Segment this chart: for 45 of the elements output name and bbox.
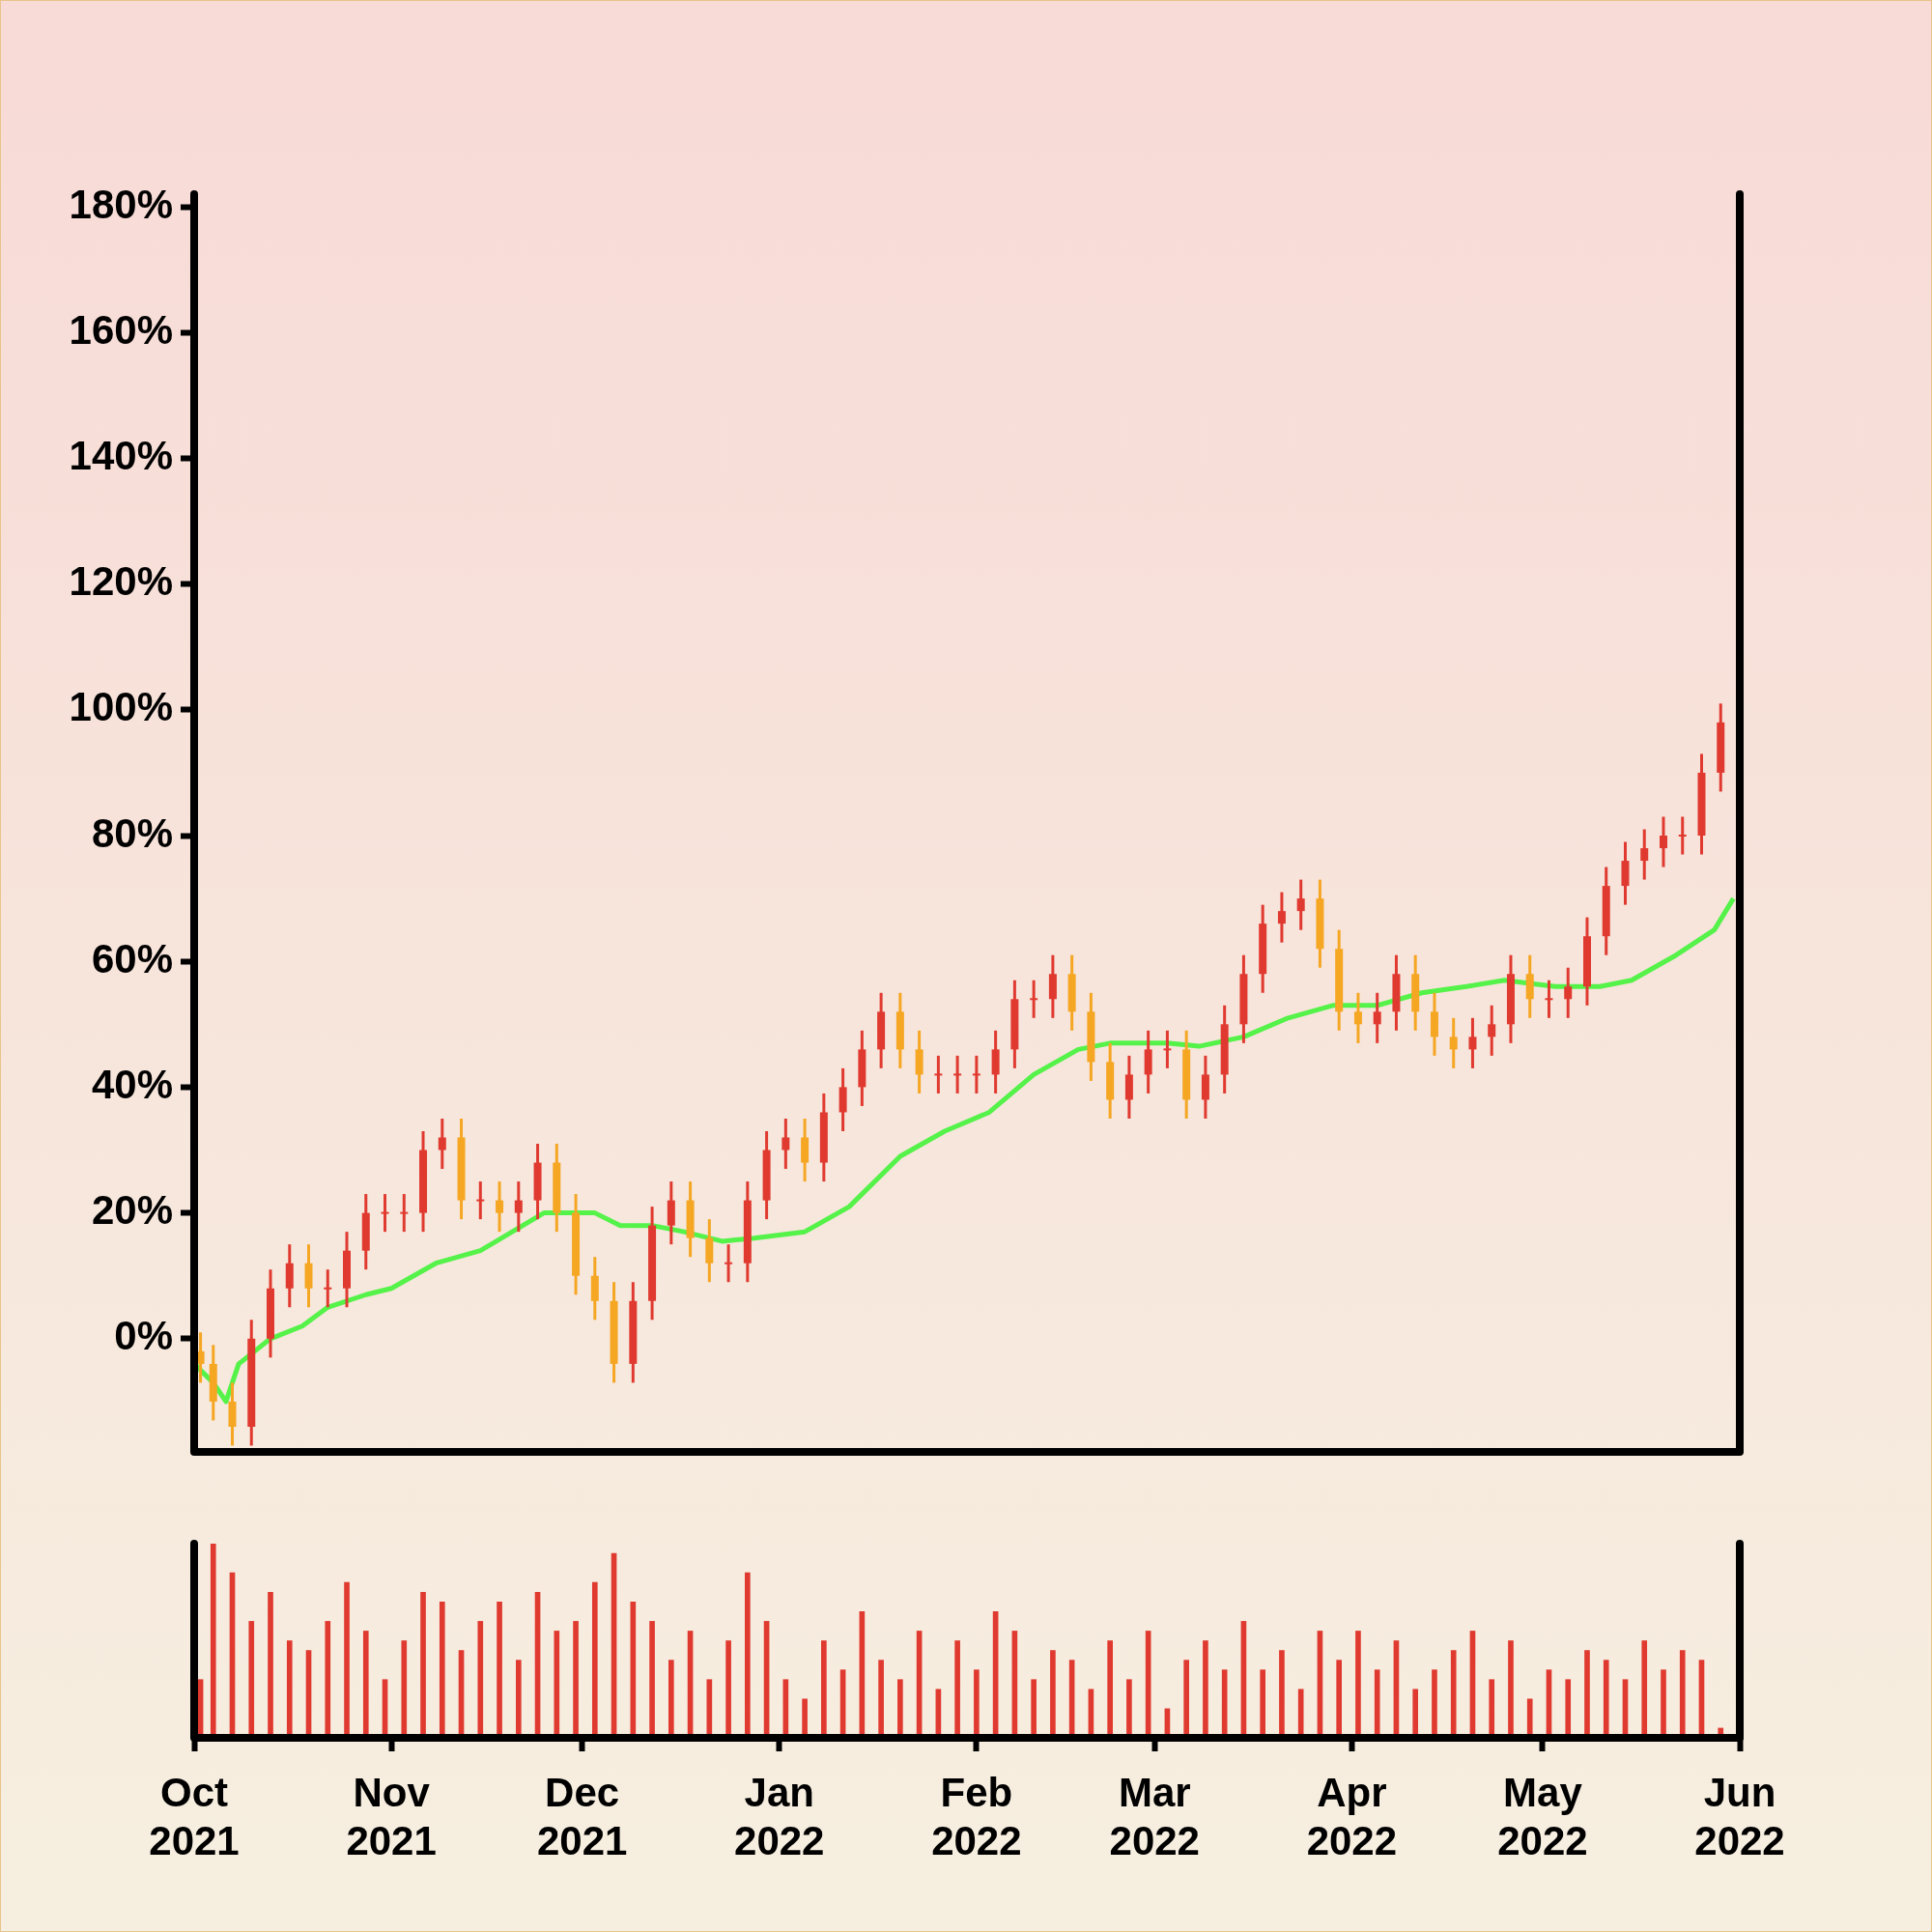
y-tick-label: 60% [91, 935, 173, 981]
candlestick [514, 1181, 523, 1234]
candlestick [1353, 991, 1362, 1043]
x-tick-label: Oct 2021 [149, 1769, 240, 1864]
x-tick-label: Dec 2021 [536, 1769, 628, 1864]
candlestick [1678, 816, 1687, 855]
candlestick [1373, 991, 1381, 1043]
y-tick-label: 140% [69, 433, 173, 478]
candlestick [1488, 1004, 1496, 1056]
candlestick [400, 1194, 409, 1234]
candlestick [1545, 980, 1553, 1018]
candlestick [1277, 892, 1286, 943]
candlestick [1163, 1029, 1172, 1068]
y-tick-label: 80% [91, 810, 173, 856]
y-tick-label: 180% [69, 181, 173, 227]
candlestick [1659, 816, 1667, 867]
candlestick [781, 1118, 790, 1171]
x-tick-label: Apr 2022 [1306, 1769, 1398, 1864]
candlestick [1640, 829, 1649, 880]
x-tick-label: Jan 2022 [734, 1769, 825, 1864]
x-tick-label: Jun 2022 [1694, 1769, 1785, 1864]
x-tick-label: Feb 2022 [931, 1769, 1022, 1864]
y-tick-label: 160% [69, 306, 173, 353]
candlestick [324, 1269, 332, 1308]
candlestick [1296, 879, 1305, 930]
candlestick [1468, 1016, 1477, 1068]
y-tick-label: 0% [114, 1313, 173, 1359]
y-tick-label: 40% [91, 1062, 173, 1107]
candlestick [724, 1244, 733, 1284]
x-tick-label: May 2022 [1497, 1769, 1588, 1864]
candlestick [934, 1054, 943, 1094]
candlestick [496, 1181, 504, 1234]
candlestick [1564, 967, 1573, 1018]
candlestick [972, 1054, 980, 1094]
candlestick [438, 1118, 446, 1171]
x-tick-label: Nov 2021 [346, 1769, 437, 1864]
candlestick [476, 1181, 485, 1221]
candlestick [381, 1194, 389, 1234]
y-tick-label: 20% [91, 1187, 173, 1234]
candlestick [953, 1054, 962, 1094]
candlestick [1449, 1016, 1458, 1068]
y-tick-label: 100% [69, 684, 173, 730]
y-tick-label: 120% [69, 558, 173, 605]
x-tick-label: Mar 2022 [1109, 1769, 1200, 1864]
candlestick [1030, 980, 1038, 1018]
